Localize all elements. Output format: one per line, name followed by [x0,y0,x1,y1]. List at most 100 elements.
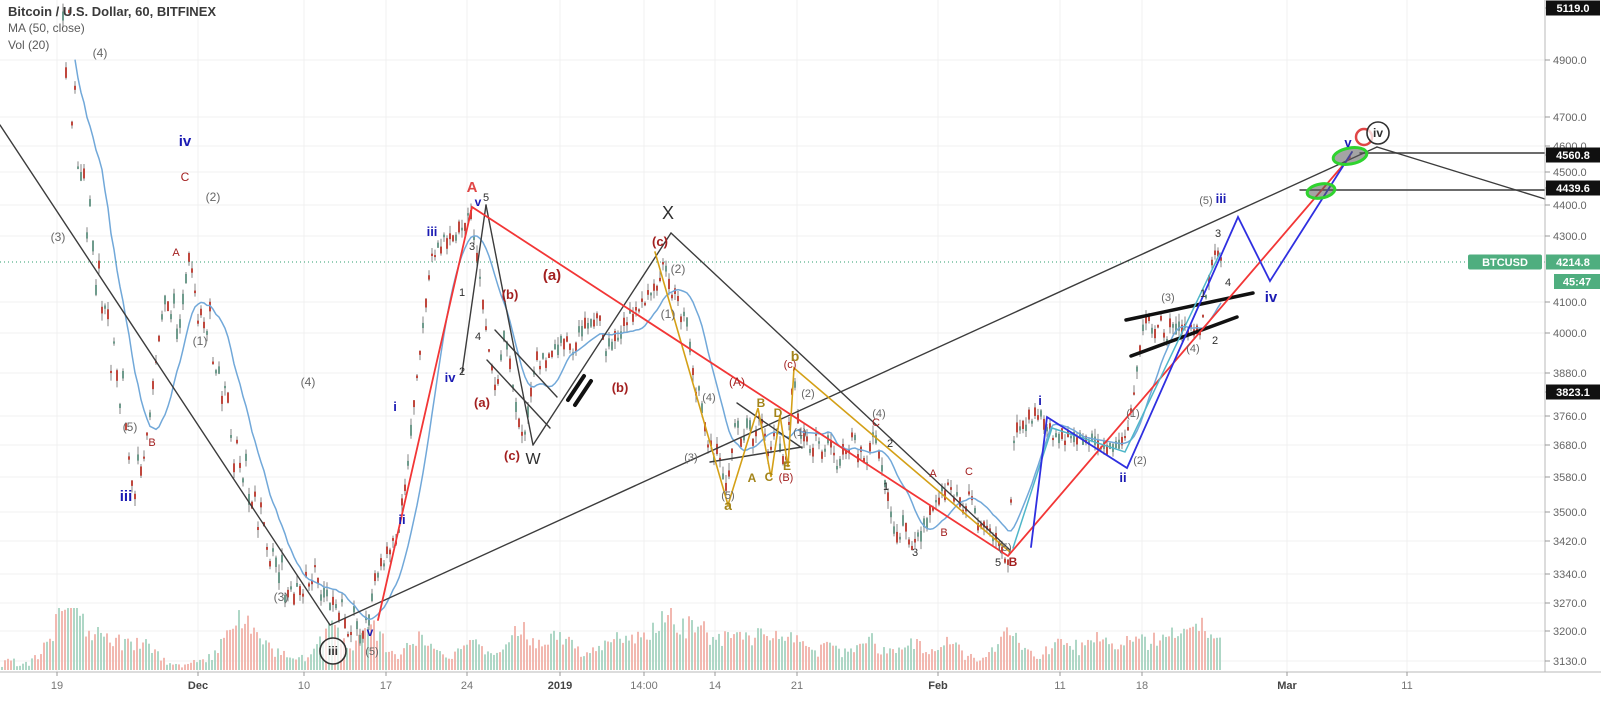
wave-label[interactable]: v [475,195,482,209]
wave-label[interactable]: i [1038,393,1042,408]
wave-label[interactable]: C [181,170,190,184]
wave-label[interactable]: B [148,437,155,449]
wave-label[interactable]: (5) [365,646,378,658]
wave-label[interactable]: 3 [1215,228,1221,240]
wave-label[interactable]: (A) [729,375,745,389]
wave-label[interactable]: iv [1265,289,1278,306]
wave-label[interactable]: A [748,471,757,485]
wave-label[interactable]: v [367,625,374,639]
trendline-black[interactable] [329,146,1378,626]
wave-label[interactable]: B [1009,555,1018,569]
wave-label[interactable]: A [467,179,478,196]
trendline-black[interactable] [736,402,803,449]
wave-label[interactable]: (a) [474,395,490,410]
trendline-black[interactable] [670,232,1011,551]
wave-label[interactable]: (2) [671,262,686,276]
wave-label[interactable]: A [172,247,180,259]
wave-label[interactable]: W [525,451,541,468]
trendline-black[interactable] [486,359,551,429]
trendline-black[interactable] [461,204,487,374]
wave-label[interactable]: iii [1216,191,1227,206]
wave-label[interactable]: (5) [721,490,734,502]
wave-label[interactable]: C [965,466,973,478]
trendline-black[interactable] [709,446,803,463]
highlight-ellipse[interactable] [1305,182,1337,201]
wave-label[interactable]: (1) [661,307,676,321]
wave-label[interactable]: 4 [1225,277,1231,289]
wave-label[interactable]: i [393,399,397,414]
wave-label[interactable]: (b) [612,380,629,395]
flag-channel-line[interactable] [1129,315,1239,358]
wave-label[interactable]: (4) [301,375,316,389]
wave-label[interactable]: (3) [274,590,289,604]
wave-label[interactable]: B [757,396,766,410]
wave-label[interactable]: ii [398,512,405,527]
highlight-ellipse[interactable] [1331,145,1369,167]
wave-label[interactable]: iv [179,133,192,150]
wave-label[interactable]: D [774,406,783,420]
wave-label[interactable]: (5) [1199,195,1212,207]
wave-label[interactable]: (c) [652,234,668,249]
trendline-black[interactable] [494,329,558,398]
wave-label[interactable]: iii [427,224,438,239]
wave-label[interactable]: 1 [459,287,465,299]
wave-label[interactable]: (4) [93,46,108,60]
projection-line-blue[interactable] [1030,151,1353,548]
wave-label[interactable]: 5 [995,557,1001,569]
wave-label[interactable]: iii [120,488,133,505]
wave-label[interactable]: (4) [702,392,715,404]
wave-label[interactable]: 1 [1200,288,1206,300]
wave-label[interactable]: 2 [459,366,465,378]
circled-wave-label[interactable] [1366,121,1390,145]
hatch-mark[interactable] [566,374,586,402]
wave-label[interactable]: (2) [801,388,814,400]
wave-label[interactable]: E [783,459,791,473]
wave-label[interactable]: (1) [1126,408,1139,420]
wave-label[interactable]: (b) [502,287,519,302]
wave-label[interactable]: C [872,417,880,429]
wave-label[interactable]: ii [1119,470,1126,485]
wave-label[interactable]: 2 [1212,335,1218,347]
wave-label[interactable]: (c) [784,359,797,371]
trendline-black[interactable] [532,232,672,446]
wave-label[interactable]: (3) [1161,292,1174,304]
circled-wave-label[interactable] [319,637,347,665]
wave-label[interactable]: 4 [475,331,481,343]
wave-line-teal[interactable] [1012,252,1221,549]
trendline-black[interactable] [0,124,331,626]
wave-label[interactable]: b [791,348,800,364]
trendline-black[interactable] [485,204,534,446]
wave-label[interactable]: C [765,470,774,484]
wave-label[interactable]: B [940,527,947,539]
wave-label[interactable]: (1) [793,427,806,439]
wave-label[interactable]: (1) [193,334,208,348]
wave-label[interactable]: iv [445,370,457,385]
wave-line-yellow[interactable] [654,251,1011,553]
wave-label[interactable]: (5) [998,542,1011,554]
wave-label[interactable]: A [929,468,937,480]
wave-label[interactable]: (4) [872,408,885,420]
wave-label[interactable]: 1 [883,481,889,493]
wave-label[interactable]: (5) [123,420,138,434]
hatch-mark[interactable] [573,379,593,407]
wave-label[interactable]: 3 [469,241,475,253]
wave-label[interactable]: 2 [887,438,893,450]
wave-line-red[interactable] [377,156,1351,621]
wave-label[interactable]: (4) [1186,343,1199,355]
wave-label[interactable]: (B) [779,472,794,484]
wave-label[interactable]: v [1344,135,1352,150]
wave-label[interactable]: (3) [51,230,66,244]
wave-label[interactable]: (a) [543,267,561,284]
wave-label[interactable]: (3) [684,452,697,464]
trendline-black[interactable] [1376,146,1546,200]
wave-label[interactable]: a [724,497,732,513]
wave-label[interactable]: (c) [504,448,520,463]
wave-label[interactable]: (2) [206,190,221,204]
wave-label[interactable]: (2) [1133,455,1146,467]
wave-label[interactable]: X [662,203,674,223]
volume-bar [217,653,219,670]
wave-label[interactable]: 5 [483,192,489,204]
flag-channel-line[interactable] [1124,291,1255,322]
wave-label[interactable]: 3 [912,547,918,559]
